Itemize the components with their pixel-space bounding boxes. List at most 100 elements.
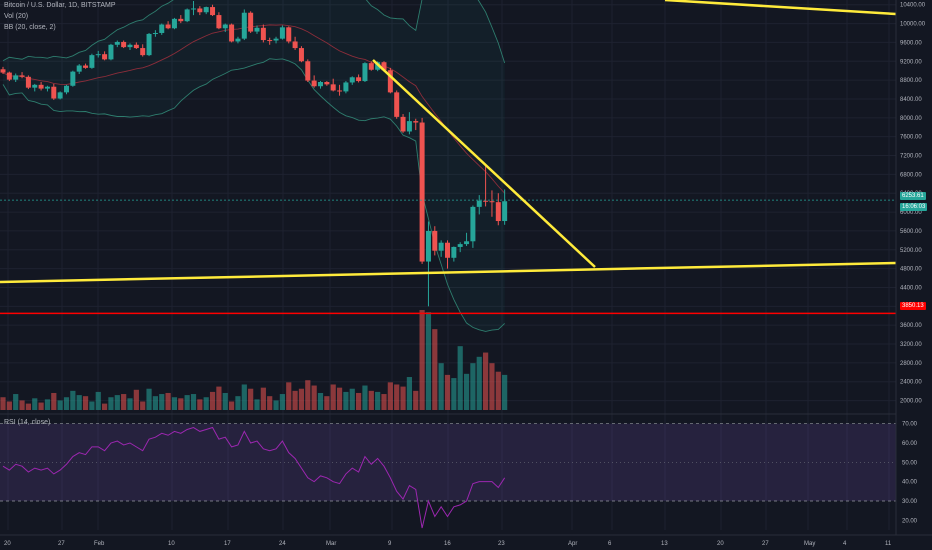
candle-body	[203, 7, 209, 13]
volume-bar	[317, 392, 324, 410]
price-tick-label: 10000.00	[900, 22, 926, 28]
volume-bar	[209, 391, 216, 410]
candle-body	[171, 18, 177, 29]
volume-bar	[76, 395, 82, 410]
volume-bar	[292, 390, 298, 410]
volume-bar	[311, 385, 317, 410]
volume-bar	[305, 380, 311, 410]
volume-bar	[495, 371, 501, 410]
volume-bar	[279, 394, 285, 410]
price-tick-label: 5600.00	[900, 229, 922, 235]
candle-body	[165, 24, 171, 29]
volume-bar	[444, 374, 451, 410]
candle-body	[229, 24, 235, 42]
volume-bar	[241, 384, 247, 410]
candle-body	[400, 116, 406, 132]
volume-bar	[470, 363, 476, 410]
candle-body	[64, 85, 69, 93]
volume-bar	[190, 394, 197, 410]
candle-body	[0, 69, 6, 73]
volume-bar	[95, 391, 101, 410]
volume-bar	[330, 384, 336, 410]
time-tick-label: 24	[279, 541, 286, 547]
volume-bar	[165, 392, 171, 410]
volume-bar	[178, 398, 184, 410]
volume-bar	[70, 390, 76, 410]
volume-bar	[51, 392, 57, 410]
candle-body	[178, 18, 184, 22]
volume-bar	[184, 395, 190, 410]
rsi-tick-label: 50.00	[902, 460, 918, 466]
time-tick-label: Apr	[568, 541, 577, 547]
volume-bar	[457, 346, 463, 410]
candle-body	[451, 246, 457, 258]
volume-bar	[324, 396, 330, 410]
volume-bar	[349, 388, 355, 410]
price-tick-label: 6000.00	[900, 210, 922, 216]
volume-bar	[254, 399, 260, 410]
volume-bar	[273, 400, 279, 410]
price-tick-label: 8800.00	[900, 78, 922, 84]
volume-bar	[425, 312, 432, 410]
time-tick-label: 17	[224, 541, 231, 547]
volume-bar	[400, 386, 406, 410]
volume-bar	[381, 394, 387, 410]
candle-body	[146, 33, 152, 56]
candle-body	[432, 230, 438, 251]
candle-body	[197, 8, 203, 13]
candle-body	[279, 27, 285, 39]
volume-bar	[229, 401, 235, 410]
volume-bar	[406, 377, 412, 410]
support-price-tag: 3850.13	[900, 302, 926, 310]
volume-bar	[146, 388, 152, 410]
trendline-support	[0, 261, 897, 284]
volume-bar	[368, 390, 374, 410]
volume-bar	[152, 396, 158, 410]
time-tick-label: 16	[444, 541, 451, 547]
candle-body	[70, 71, 76, 86]
volume-bar	[413, 390, 419, 410]
time-tick-label: May	[804, 541, 815, 547]
candle-body	[464, 241, 470, 245]
candle-body	[413, 121, 419, 123]
volume-bar	[476, 356, 482, 410]
candle-body	[114, 41, 120, 45]
volume-bar	[121, 394, 127, 410]
price-tick-label: 7200.00	[900, 154, 922, 160]
candle-body	[343, 82, 349, 92]
price-tick-label: 2400.00	[900, 380, 922, 386]
candle-body	[292, 41, 298, 49]
candle-body	[241, 12, 247, 39]
candle-body	[381, 62, 387, 71]
bollinger-upper	[2, 0, 506, 64]
volume-indicator-label[interactable]: Vol (20)	[4, 13, 29, 20]
rsi-indicator-label[interactable]: RSI (14, close)	[4, 419, 51, 426]
volume-bar	[133, 389, 139, 410]
candle-body	[108, 44, 114, 60]
candle-body	[133, 44, 139, 49]
candle-body	[318, 82, 323, 87]
volume-bar	[25, 403, 31, 410]
volume-bar	[216, 386, 222, 410]
time-tick-label: 23	[498, 541, 505, 547]
price-tick-label: 9600.00	[900, 40, 922, 46]
volume-bar	[159, 394, 165, 410]
volume-bar	[432, 329, 438, 410]
bollinger-indicator-label[interactable]: BB (20, close, 2)	[4, 24, 56, 31]
candle-body	[457, 244, 463, 247]
candle-body	[445, 242, 450, 258]
price-tick-label: 10400.00	[900, 3, 926, 9]
volume-bar	[343, 391, 349, 410]
volume-bar	[483, 352, 489, 410]
volume-bar	[235, 396, 241, 410]
time-tick-label: 6	[608, 541, 612, 547]
rsi-tick-label: 40.00	[902, 480, 918, 486]
rsi-line	[2, 426, 506, 529]
rsi-tick-label: 20.00	[902, 518, 918, 524]
volume-bar	[267, 396, 273, 410]
volume-bar	[171, 397, 178, 410]
price-tick-label: 8400.00	[900, 97, 922, 103]
candle-body	[127, 44, 133, 48]
candle-body	[273, 38, 279, 41]
